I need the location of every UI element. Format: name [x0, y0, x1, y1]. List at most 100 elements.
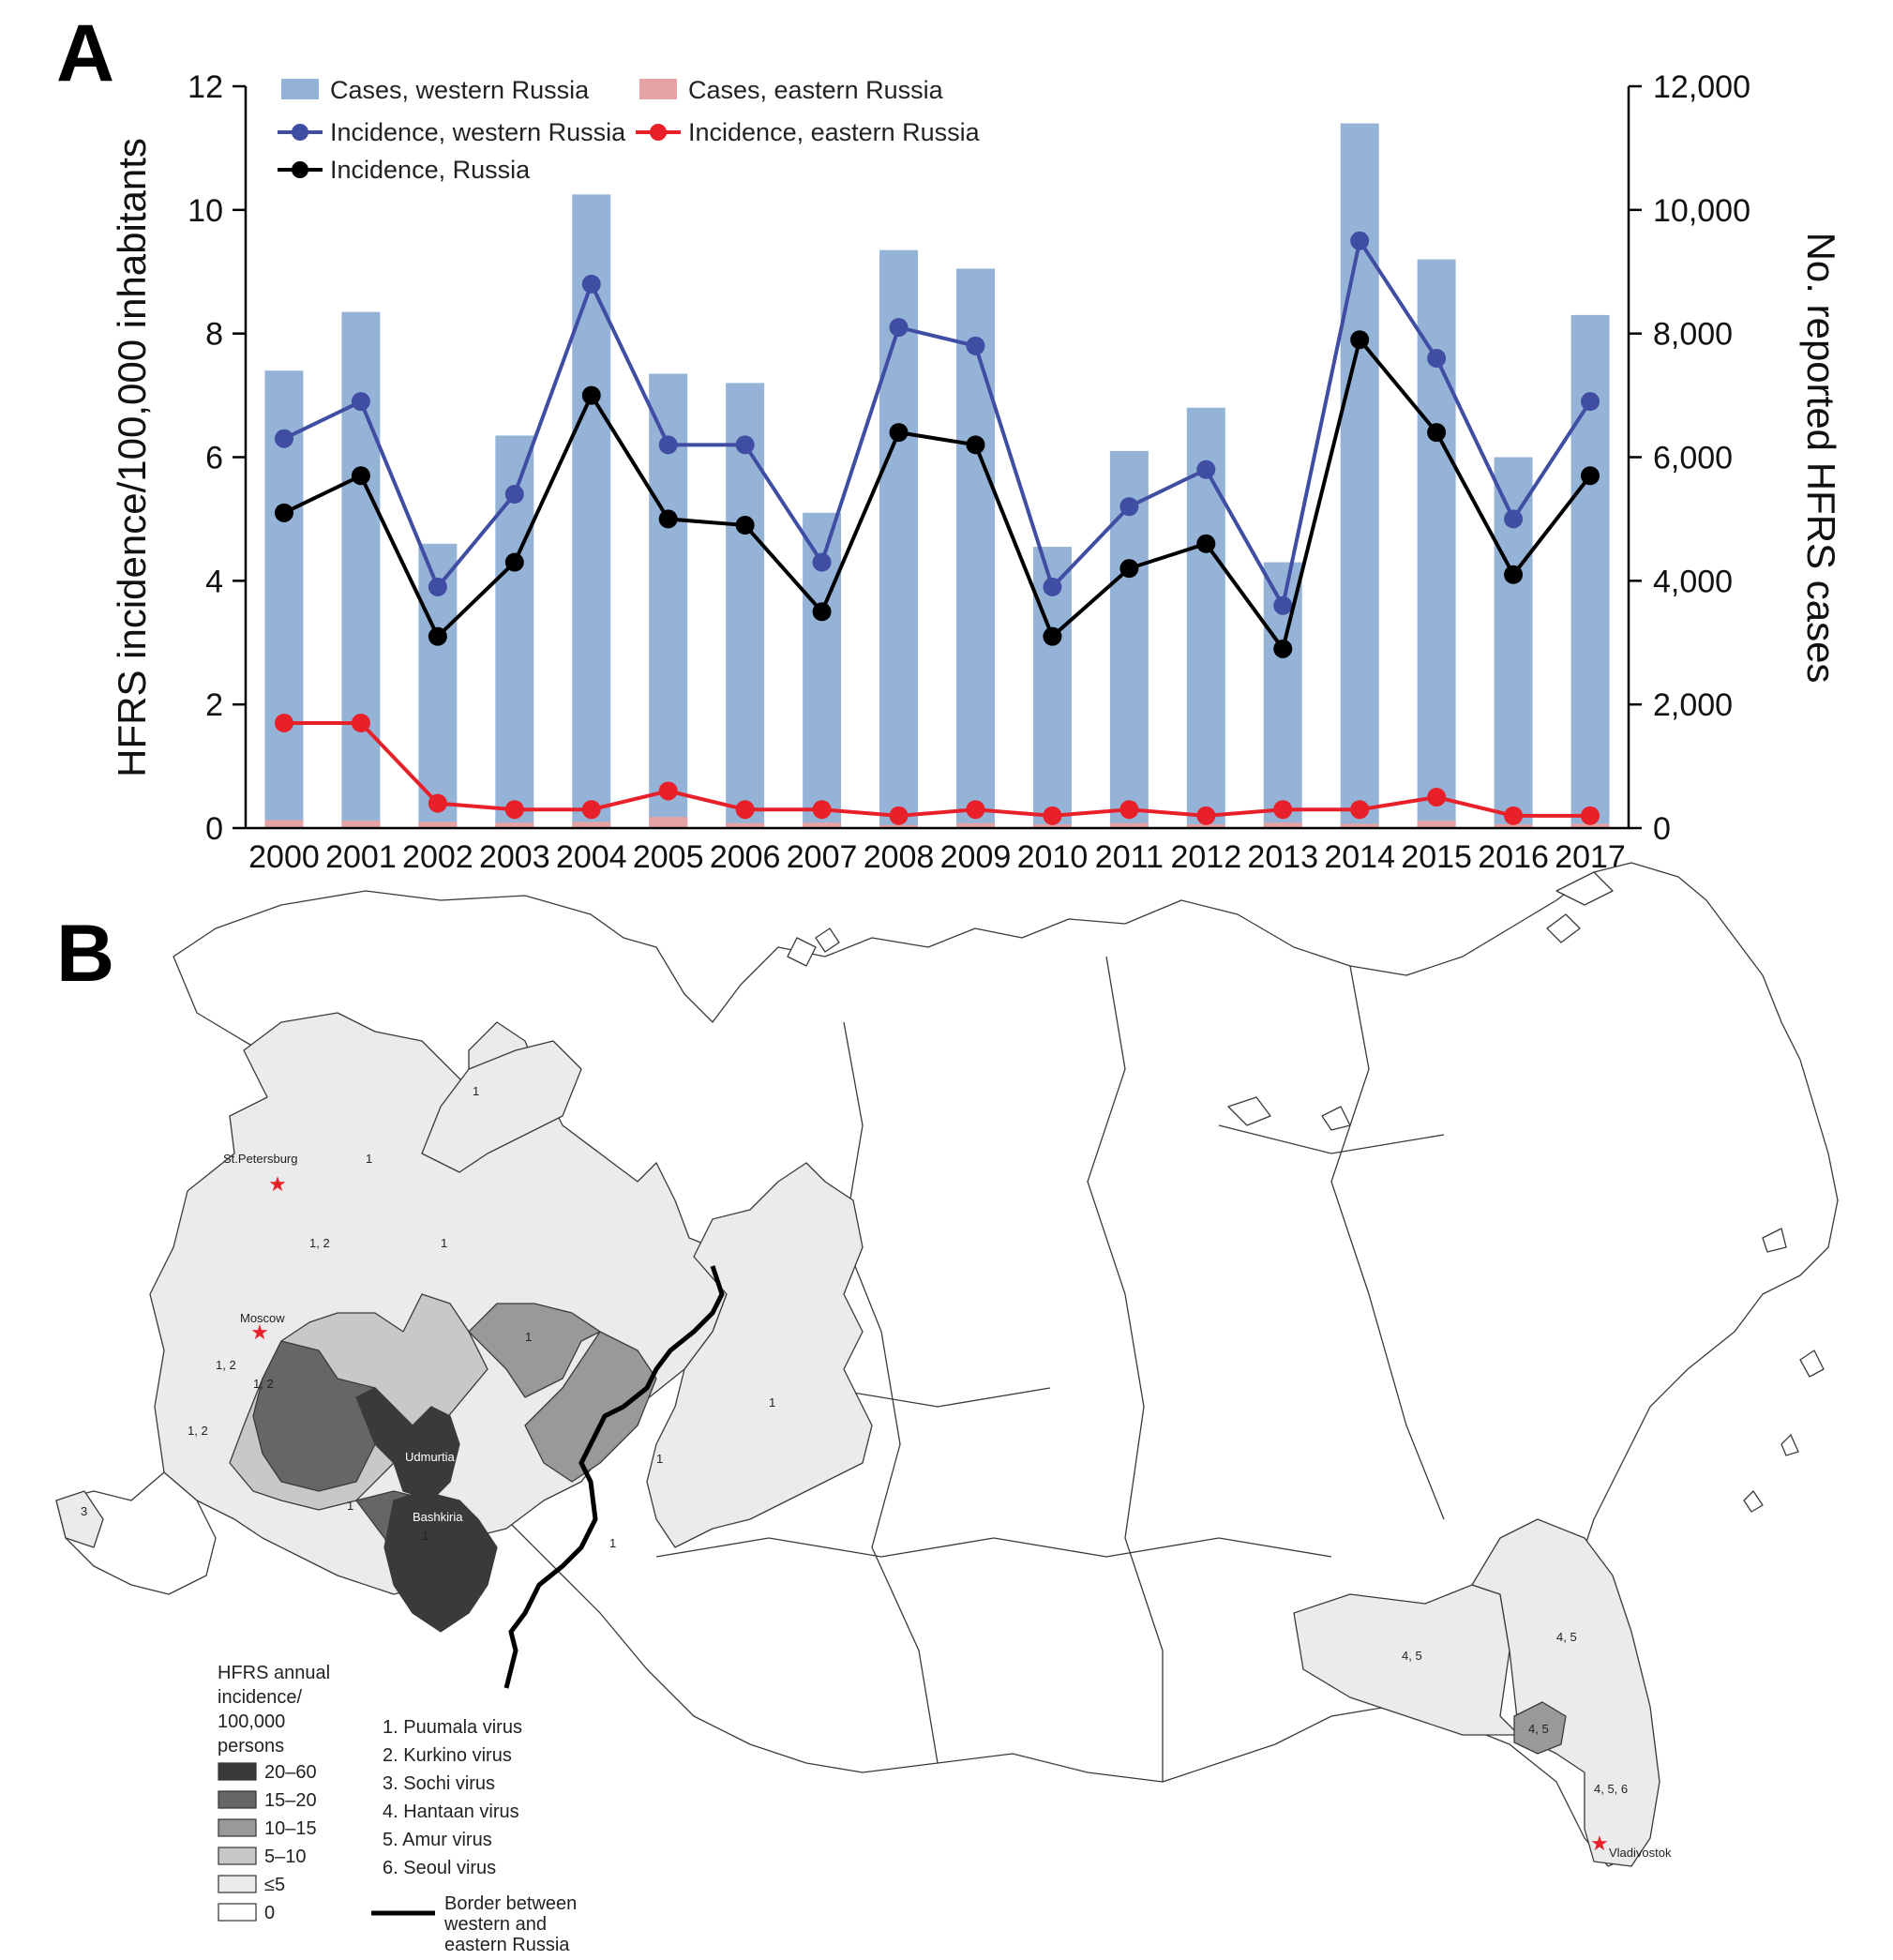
- map-label-moscow: Moscow: [240, 1311, 285, 1325]
- map-legend-title-2: incidence/: [218, 1687, 303, 1708]
- legend-label: Cases, eastern Russia: [688, 76, 944, 104]
- bar-2005: [649, 817, 688, 828]
- map-east-borders: [655, 956, 1445, 1782]
- legend-label: Cases, western Russia: [330, 76, 590, 104]
- point-2009: [966, 800, 985, 820]
- point-2005: [658, 781, 678, 801]
- bars-layer: [264, 123, 1610, 829]
- point-2007: [812, 602, 832, 622]
- legend-label: Incidence, western Russia: [330, 118, 626, 146]
- bar-2003: [495, 822, 534, 828]
- panel-a-label: A: [56, 8, 114, 98]
- panel-b: B: [55, 862, 1839, 1955]
- right-tick-label: 2,000: [1653, 687, 1733, 723]
- point-2002: [428, 577, 447, 596]
- point-2008: [889, 423, 909, 443]
- point-2013: [1273, 639, 1293, 658]
- bar-2001: [341, 821, 381, 828]
- map-region-kirov-dark: [355, 1387, 413, 1464]
- point-2010: [1043, 577, 1062, 596]
- point-2004: [581, 800, 601, 820]
- legend-label: Incidence, Russia: [330, 156, 531, 184]
- x-tick-label: 2009: [940, 839, 1012, 875]
- map-code: 1: [473, 1084, 479, 1098]
- point-2006: [735, 435, 755, 455]
- bar-2015: [1417, 821, 1456, 828]
- series-line: [283, 235, 1592, 611]
- map-label-udmurtia: Udmurtia: [405, 1450, 456, 1464]
- map-legend-label: 15–20: [264, 1790, 317, 1811]
- map-code-white: 1: [422, 1529, 428, 1543]
- point-2004: [581, 385, 601, 405]
- bar-2016: [1494, 824, 1533, 828]
- x-tick-label: 2012: [1170, 839, 1241, 875]
- x-tick-label: 2000: [248, 839, 320, 875]
- bar-2013: [1263, 822, 1302, 828]
- x-tick-label: 2010: [1017, 839, 1089, 875]
- bar-2012: [1186, 824, 1225, 828]
- map-region-far-east-1: [1293, 1584, 1520, 1736]
- x-tick-label: 2013: [1247, 839, 1318, 875]
- right-tick-label: 8,000: [1653, 317, 1733, 353]
- legend-swatch-dot: [292, 161, 308, 178]
- left-tick-label: 8: [205, 317, 223, 353]
- point-2003: [504, 800, 524, 820]
- map-code: 1: [441, 1236, 447, 1250]
- right-axis-title: No. reported HFRS cases: [1799, 233, 1843, 684]
- map-region-sochi: [55, 1490, 104, 1548]
- point-2017: [1581, 806, 1600, 825]
- border-legend-text-2: western and: [443, 1914, 547, 1935]
- point-2003: [504, 485, 524, 505]
- map-region-far-east-3: [1513, 1701, 1567, 1755]
- point-2014: [1350, 800, 1370, 820]
- point-2017: [1581, 466, 1600, 486]
- map-code: 1: [366, 1152, 372, 1166]
- x-tick-label: 2005: [633, 839, 704, 875]
- point-2013: [1273, 596, 1293, 615]
- bar-2014: [1340, 823, 1379, 828]
- map-legend-label: 20–60: [264, 1762, 317, 1783]
- map-code: 1: [347, 1499, 353, 1513]
- map-star-vladivostok: ★: [1590, 1832, 1609, 1855]
- legend-label: Incidence, eastern Russia: [688, 118, 981, 146]
- point-2009: [966, 336, 985, 355]
- map-code: 1: [525, 1330, 532, 1344]
- axis-ticks: 0 2 4 6 8 10 12 0 2,000 4,000 6,000 8,000 10,000 12,0…: [188, 69, 1750, 875]
- x-tick-label: 2001: [325, 839, 397, 875]
- map-legend-title-1: HFRS annual: [218, 1663, 330, 1683]
- right-tick-label: 0: [1653, 811, 1671, 847]
- bar-2001: [341, 311, 381, 828]
- bar-2004: [572, 194, 611, 828]
- legend-swatch-dot: [292, 124, 308, 141]
- map-legend: HFRS annual incidence/ 100,000 persons 2…: [218, 1663, 577, 1955]
- point-2008: [889, 806, 909, 825]
- x-tick-label: 2016: [1478, 839, 1549, 875]
- map-islands: [787, 871, 1825, 1513]
- map-legend-swatch: [218, 1818, 257, 1837]
- right-tick-label: 6,000: [1653, 441, 1733, 476]
- bar-2010: [1032, 824, 1072, 828]
- virus-list-item: 6. Seoul virus: [383, 1858, 496, 1878]
- x-tick-label: 2008: [864, 839, 935, 875]
- map-legend-label: 5–10: [264, 1847, 307, 1867]
- point-2004: [581, 274, 601, 294]
- map-label-vladivostok: Vladivostok: [1609, 1846, 1672, 1860]
- right-tick-label: 10,000: [1653, 193, 1750, 229]
- map-code: 4, 5: [1556, 1630, 1577, 1644]
- map-legend-title-3: 100,000: [218, 1711, 285, 1732]
- bar-2008: [879, 249, 919, 828]
- bar-2006: [726, 383, 765, 828]
- border-legend-text-1: Border between: [444, 1893, 577, 1914]
- map-code: 1, 2: [188, 1424, 208, 1438]
- point-2002: [428, 626, 447, 646]
- map-region-caucasus: [55, 1471, 217, 1595]
- map-region-siberia: [646, 1162, 873, 1548]
- bar-2015: [1417, 259, 1456, 829]
- map-code: 1, 2: [253, 1377, 274, 1391]
- left-tick-label: 4: [205, 564, 223, 599]
- map-legend-swatch: [218, 1762, 257, 1781]
- x-tick-label: 2014: [1324, 839, 1395, 875]
- x-tick-label: 2007: [787, 839, 858, 875]
- bar-2007: [803, 822, 842, 828]
- point-2016: [1504, 509, 1524, 529]
